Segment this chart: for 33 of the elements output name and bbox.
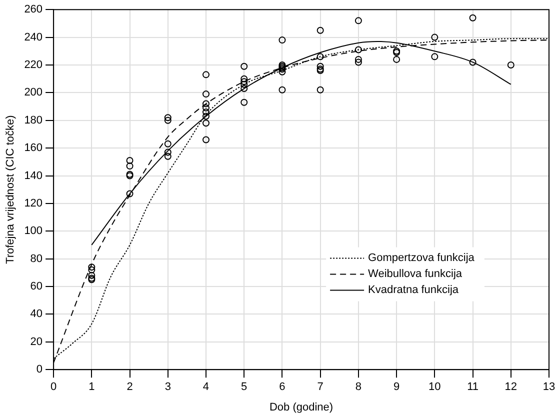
x-tick-label: 8 bbox=[355, 381, 362, 394]
x-tick-label: 6 bbox=[279, 381, 286, 394]
x-tick-label: 10 bbox=[428, 381, 441, 394]
x-tick-label: 2 bbox=[126, 381, 133, 394]
x-tick-label: 9 bbox=[393, 381, 400, 394]
x-tick-label: 11 bbox=[467, 381, 478, 394]
y-tick-label: 0 bbox=[36, 364, 43, 376]
x-tick-label: 3 bbox=[164, 381, 171, 394]
y-tick-label: 140 bbox=[24, 170, 43, 182]
y-tick-label: 160 bbox=[24, 142, 43, 154]
y-tick-label: 40 bbox=[30, 308, 43, 320]
x-tick-label: 4 bbox=[202, 381, 210, 394]
x-tick-label: 0 bbox=[50, 381, 57, 394]
y-tick-label: 240 bbox=[24, 31, 43, 44]
y-tick-label: 120 bbox=[24, 197, 43, 210]
x-tick-label: 5 bbox=[241, 381, 248, 394]
y-tick-label: 100 bbox=[24, 225, 43, 238]
x-tick-label: 7 bbox=[317, 381, 324, 394]
legend-label: Gompertzova funkcija bbox=[368, 252, 476, 264]
y-tick-label: 60 bbox=[30, 280, 43, 293]
x-axis-title: Dob (godine) bbox=[269, 401, 334, 414]
y-tick-label: 180 bbox=[24, 114, 43, 126]
y-tick-label: 80 bbox=[30, 252, 43, 265]
x-tick-label: 1 bbox=[88, 381, 95, 394]
legend-label: Weibullova funkcija bbox=[368, 268, 463, 280]
y-axis-title: Trofejna vrijednost (CIC točke) bbox=[4, 115, 17, 264]
y-tick-label: 20 bbox=[30, 336, 43, 348]
x-tick-label: 13 bbox=[542, 381, 556, 394]
legend-label: Kvadratna funkcija bbox=[368, 284, 460, 296]
y-tick-label: 260 bbox=[24, 4, 43, 16]
y-tick-label: 220 bbox=[24, 59, 43, 72]
y-tick-label: 200 bbox=[24, 86, 43, 99]
x-tick-label: 12 bbox=[504, 381, 518, 394]
